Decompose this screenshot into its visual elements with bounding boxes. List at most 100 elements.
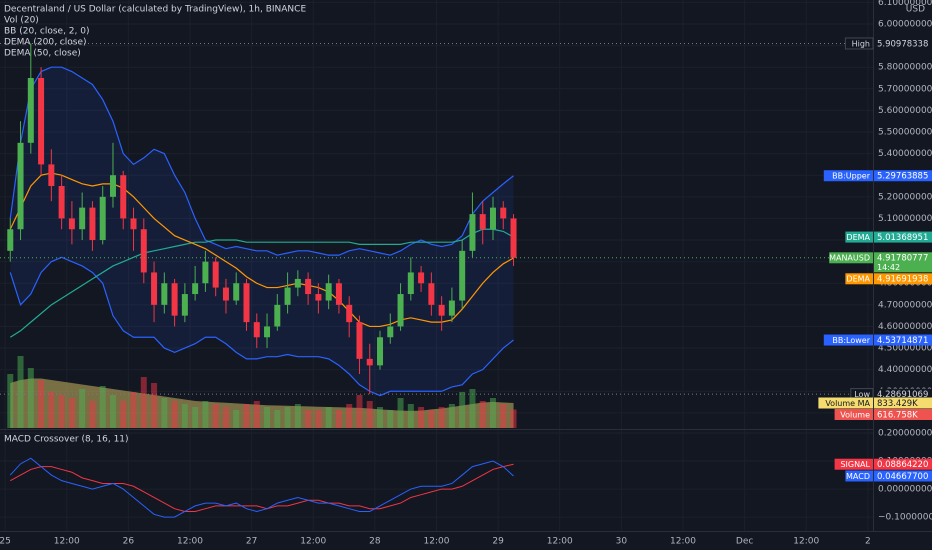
badge-name: High <box>852 39 870 48</box>
indicator-line <box>9 172 514 328</box>
candle-body <box>130 218 137 230</box>
volume-bar <box>58 395 65 428</box>
candle-body <box>202 261 209 284</box>
candle-body <box>479 214 486 230</box>
volume-bar <box>479 401 486 428</box>
candle-body <box>68 218 75 230</box>
candle-body <box>7 229 14 251</box>
volume-bar <box>161 398 168 428</box>
volume-bar <box>356 395 363 428</box>
volume-bar <box>253 401 260 428</box>
volume-bar <box>274 410 281 428</box>
volume-bar <box>79 389 86 428</box>
candle-body <box>48 164 55 187</box>
candle-body <box>274 304 281 327</box>
volume-bar <box>469 389 476 428</box>
candle-body <box>325 283 332 301</box>
badge-name: BB:Upper <box>832 172 871 181</box>
badge-name-box <box>829 252 873 264</box>
badge-name: SIGNAL <box>840 460 870 469</box>
candle-body <box>418 272 425 284</box>
volume-bar <box>377 407 384 428</box>
indicator-label: Vol (20) <box>4 16 39 26</box>
bb-fill <box>10 67 514 396</box>
badge-value-box <box>874 388 932 400</box>
volume-bar <box>489 398 496 428</box>
x-tick-label: 28 <box>369 537 381 547</box>
candle-body <box>459 250 466 301</box>
candle-body <box>315 294 322 301</box>
y-tick-label: 5.50000000 <box>878 128 932 138</box>
indicator-line <box>9 66 514 256</box>
volume-bar <box>202 401 209 428</box>
badge-value-box <box>874 273 932 285</box>
indicator-line <box>9 228 514 338</box>
x-tick-label: 2 <box>865 537 871 547</box>
candle-body <box>253 322 260 338</box>
candle-body <box>407 272 414 295</box>
y-tick-label: 0.00000000 <box>878 485 932 495</box>
badge-value: 5.90978338 <box>877 39 928 49</box>
candle-body <box>428 283 435 305</box>
candle-body <box>171 283 178 316</box>
badge-value: 4.91691938 <box>877 275 928 285</box>
volume-bar <box>366 401 373 428</box>
volume-bar <box>294 404 301 428</box>
indicator-label: DEMA (200, close) <box>4 38 87 48</box>
volume-bar <box>428 410 435 428</box>
candle-body <box>366 358 373 366</box>
candle-body <box>17 142 24 230</box>
volume-bar <box>448 404 455 428</box>
candle-body <box>192 283 199 295</box>
y-tick-label: 4.60000000 <box>878 322 932 332</box>
macd-line <box>9 457 514 518</box>
indicator-line <box>9 256 514 397</box>
volume-bar <box>264 407 271 428</box>
candle-body <box>284 287 291 305</box>
x-tick-label: 12:00 <box>793 537 819 547</box>
y-tick-label: 5.10000000 <box>878 214 932 224</box>
volume-bar <box>109 395 116 428</box>
candle-body <box>161 283 168 305</box>
badge-name: BB:Lower <box>832 336 870 345</box>
volume-bar <box>120 401 127 428</box>
volume-bar <box>140 377 147 428</box>
x-tick-label: 12:00 <box>54 537 80 547</box>
volume-bar <box>7 374 14 428</box>
badge-value: 616.758K <box>877 410 918 420</box>
candle-body <box>438 304 445 316</box>
badge-value-box <box>874 334 932 346</box>
badge-name: Low <box>854 390 870 399</box>
candle-body <box>151 272 158 305</box>
volume-bar <box>171 401 178 428</box>
volume-bar <box>500 404 507 428</box>
x-tick-label: 12:00 <box>177 537 203 547</box>
x-tick-label: 12:00 <box>547 537 573 547</box>
volume-bar <box>335 410 342 428</box>
y-tick-label: 5.40000000 <box>878 149 932 159</box>
volume-bar <box>89 401 96 428</box>
y-tick-label: −0.10000000 <box>878 513 932 523</box>
candle-body <box>120 175 127 219</box>
badge-value: 4.91780777 <box>877 254 928 264</box>
y-tick-label: 0.20000000 <box>878 428 932 438</box>
candle-body <box>500 207 507 219</box>
candle-body <box>335 283 342 305</box>
badge-name-box <box>834 409 873 420</box>
y-tick-label: 4.50000000 <box>878 344 932 354</box>
x-tick-label: 12:00 <box>424 537 450 547</box>
volume-bar <box>151 383 158 428</box>
volume-bar <box>181 404 188 428</box>
badge-name: DEMA <box>846 233 870 242</box>
candle-body <box>58 186 65 219</box>
y-tick-label: 5.20000000 <box>878 192 932 202</box>
badge-value-box <box>874 252 932 273</box>
candle-body <box>243 283 250 323</box>
candle-body <box>99 196 106 241</box>
badge-name: MACD <box>846 472 870 481</box>
volume-bar <box>284 407 291 428</box>
y-tick-label: 6.10000000 <box>878 0 932 8</box>
candle-body <box>264 326 271 338</box>
x-tick-label: 29 <box>492 537 504 547</box>
